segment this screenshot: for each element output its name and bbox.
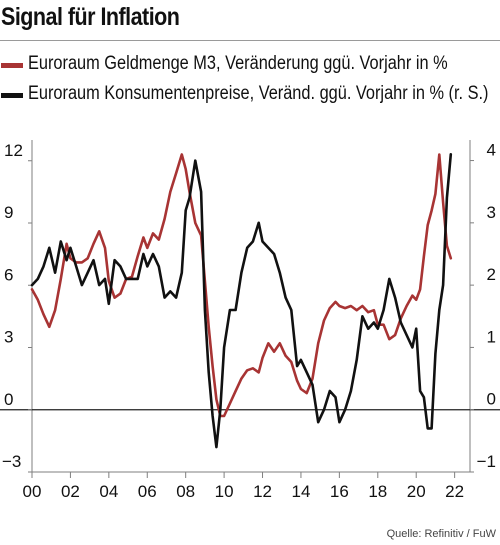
x-tick-label: 02 [61, 482, 80, 501]
left-tick-label: 0 [4, 390, 13, 409]
x-tick-label: 22 [445, 482, 464, 501]
right-tick-label: 2 [487, 265, 496, 284]
x-tick-label: 04 [99, 482, 118, 501]
chart-title: Signal für Inflation [1, 3, 180, 31]
legend-swatch-m3 [1, 63, 23, 68]
x-tick-label: 20 [407, 482, 426, 501]
x-tick-label: 06 [138, 482, 157, 501]
legend-item-cpi: Euroraum Konsumentenpreise, Veränd. ggü.… [0, 83, 500, 113]
x-tick-label: 16 [330, 482, 349, 501]
right-tick-label: 1 [487, 327, 496, 346]
right-tick-label: 0 [487, 390, 496, 409]
x-tick-label: 14 [291, 482, 310, 501]
chart-legend: Euroraum Geldmenge M3, Veränderung ggü. … [0, 53, 500, 113]
right-tick-label: −1 [477, 452, 496, 471]
legend-label-cpi: Euroraum Konsumentenpreise, Veränd. ggü.… [28, 83, 489, 104]
legend-item-m3: Euroraum Geldmenge M3, Veränderung ggü. … [0, 53, 500, 83]
x-tick-label: 18 [368, 482, 387, 501]
x-tick-label: 00 [23, 482, 42, 501]
x-tick-label: 10 [215, 482, 234, 501]
left-tick-label: 3 [4, 328, 13, 347]
series-line-cpi [30, 152, 453, 449]
left-tick-label: 6 [4, 265, 13, 284]
axes-layer [0, 140, 500, 478]
legend-swatch-cpi [1, 93, 23, 98]
series-line-m3 [30, 153, 453, 418]
left-tick-label: 9 [4, 203, 13, 222]
left-tick-label: −3 [2, 452, 21, 471]
legend-label-m3: Euroraum Geldmenge M3, Veränderung ggü. … [28, 53, 448, 74]
title-divider [0, 40, 500, 41]
x-tick-label: 08 [176, 482, 195, 501]
series-layer [30, 152, 453, 449]
left-tick-label: 12 [4, 141, 23, 160]
right-tick-label: 3 [487, 203, 496, 222]
source-note: Quelle: Refinitiv / FuW [386, 528, 496, 540]
right-tick-label: 4 [487, 141, 496, 160]
x-tick-label: 12 [253, 482, 272, 501]
